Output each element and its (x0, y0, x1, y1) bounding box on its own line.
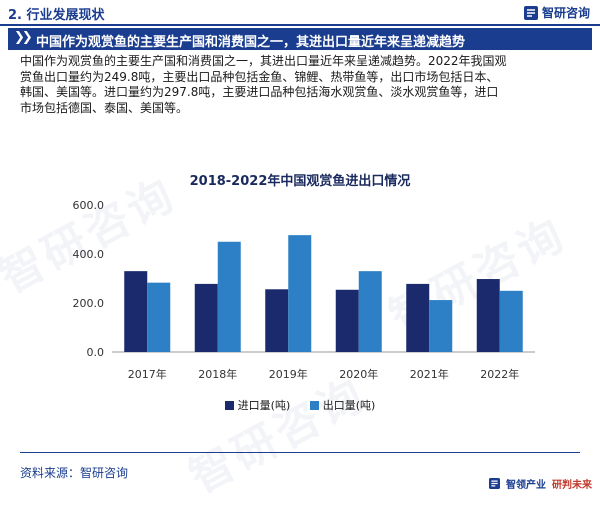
brand-name: 智研咨询 (541, 6, 590, 20)
top-bar: 2. 行业发展现状 智研咨询 (0, 0, 600, 26)
slogan-a: 智领产业 (506, 480, 546, 491)
chart-legend: 进口量(吨) 出口量(吨) (0, 397, 600, 413)
bar-export (358, 271, 382, 352)
chart-title: 2018-2022年中国观赏鱼进出口情况 (189, 174, 411, 189)
paragraph-line: 韩国、美国等。进口量约为297.8吨，主要进口品种包括海水观赏鱼、淡水观赏鱼等，… (20, 85, 499, 100)
paragraph-line: 中国作为观赏鱼的主要生产国和消费国之一，其进出口量近年来呈递减趋势。2022年我… (20, 54, 507, 68)
brand: 智研咨询 (523, 4, 590, 21)
bar-export (147, 282, 171, 352)
watermark: 智研咨询 (381, 208, 575, 344)
footer-brand: 智领产业 研判未来 (489, 476, 592, 491)
legend-label: 进口量(吨) (237, 399, 291, 412)
x-tick-label: 2021年 (410, 367, 449, 381)
x-tick-label: 2022年 (480, 367, 519, 381)
y-tick-label: 200.0 (73, 297, 105, 310)
bar-import (124, 271, 148, 352)
brand-logo-icon (523, 5, 538, 20)
legend-swatch (309, 400, 319, 410)
brand-logo-icon (489, 478, 500, 489)
watermark: 智研咨询 (181, 368, 375, 504)
x-tick-label: 2017年 (128, 367, 167, 381)
paragraph-line: 赏鱼出口量约为249.8吨，主要出口品种包括金鱼、锦鲤、热带鱼等，出口市场包括日… (20, 69, 499, 84)
bar-import (194, 283, 218, 352)
headline-banner: ❯❯ 中国作为观赏鱼的主要生产国和消费国之一，其进出口量近年来呈递减趋势 (8, 28, 592, 50)
bar-export (499, 290, 523, 352)
double-chevron-icon: ❯❯ (14, 30, 33, 45)
footer-divider (20, 452, 580, 453)
x-tick-label: 2018年 (198, 367, 237, 381)
legend-item-import: 进口量(吨) (224, 397, 291, 413)
section-label: 2. 行业发展现状 (8, 8, 105, 23)
bar-import (335, 289, 359, 352)
legend-label: 出口量(吨) (322, 399, 376, 412)
y-tick-label: 0.0 (87, 346, 105, 359)
bar-export (217, 241, 241, 352)
x-tick-label: 2019年 (269, 367, 308, 381)
source-note: 资料来源：智研咨询 (20, 466, 129, 480)
slogan-b: 研判未来 (552, 480, 592, 491)
legend-swatch (224, 400, 234, 410)
legend-item-export: 出口量(吨) (309, 397, 376, 413)
paragraph-line: 市场包括德国、泰国、美国等。 (20, 100, 189, 115)
description-paragraph: 中国作为观赏鱼的主要生产国和消费国之一，其进出口量近年来呈递减趋势。2022年我… (20, 54, 584, 116)
bar-import (265, 289, 289, 352)
headline-title: 中国作为观赏鱼的主要生产国和消费国之一，其进出口量近年来呈递减趋势 (36, 35, 466, 50)
bar-export (288, 235, 312, 352)
